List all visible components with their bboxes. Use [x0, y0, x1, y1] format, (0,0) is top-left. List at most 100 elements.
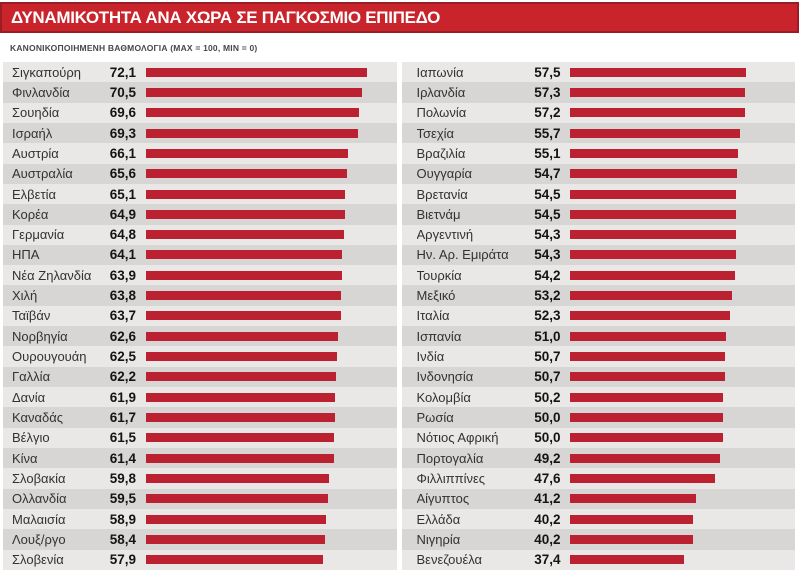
value-bar [569, 230, 736, 240]
country-value: 63,7 [109, 308, 136, 324]
chart-row: Ολλανδία 59,5 [3, 488, 397, 509]
bar-track [569, 108, 796, 118]
value-bar [569, 433, 723, 443]
chart-row: Ινδονησία 50,7 [401, 366, 796, 387]
bar-track [146, 494, 397, 504]
country-value: 72,1 [109, 64, 136, 80]
bar-track [146, 311, 397, 321]
chart-row: Τουρκία 54,2 [401, 265, 795, 286]
country-label: Ελλάδα [416, 511, 461, 527]
bar-track [569, 230, 796, 240]
chart-row: Φινλανδία 70,5 [3, 82, 397, 103]
chart-row: Πορτογαλία 49,2 [401, 447, 795, 469]
country-label: Σιγκαπούρη [12, 64, 82, 80]
value-bar [569, 453, 721, 463]
country-label: Αίγυπτος [416, 491, 470, 507]
chart-row: Ουρουγουάη 62,5 [3, 346, 397, 367]
country-label: Ιαπωνία [416, 64, 464, 80]
country-label: Ινδονησία [416, 369, 474, 385]
bar-track [146, 250, 397, 260]
value-bar [146, 169, 347, 179]
chart-row: Ινδία 50,7 [401, 346, 795, 367]
country-value: 41,2 [534, 491, 561, 507]
country-label: Νορβηγία [12, 328, 68, 344]
chart-row: Κορέα 64,9 [3, 204, 397, 225]
bar-track [569, 128, 796, 138]
chart-row: Κολομβία 50,2 [401, 387, 796, 408]
bar-track [146, 453, 397, 463]
chart-row: Αυστρία 66,1 [3, 143, 397, 164]
country-value: 50,2 [534, 389, 561, 405]
country-value: 50,7 [534, 369, 561, 385]
country-label: Ταϊβάν [12, 308, 51, 324]
value-bar [146, 331, 338, 341]
bar-track [146, 108, 397, 118]
value-bar [569, 473, 716, 483]
country-value: 62,6 [109, 328, 136, 344]
country-label: Βέλγιο [12, 430, 50, 446]
value-bar [569, 250, 736, 260]
value-bar [569, 270, 736, 280]
bar-track [569, 433, 796, 443]
country-value: 54,2 [534, 267, 561, 283]
chart-row: Αίγυπτος 41,2 [401, 488, 796, 509]
country-value: 40,2 [534, 511, 561, 527]
country-value: 55,7 [534, 125, 561, 141]
chart-row: Αργεντινή 54,3 [401, 224, 796, 245]
chart-row: Σιγκαπούρη 72,1 [3, 62, 397, 83]
bar-track [146, 555, 397, 565]
country-label: Βενεζουέλα [416, 552, 483, 568]
chart-row: Αυστραλία 65,6 [3, 163, 397, 184]
country-label: Ινδία [416, 349, 445, 365]
bar-track [569, 250, 796, 260]
country-label: Τουρκία [416, 267, 462, 283]
country-value: 55,1 [534, 145, 561, 161]
chart-row: ΗΠΑ 64,1 [3, 244, 397, 266]
country-label: Φιλλιππίνες [416, 470, 486, 486]
chart-row: Ελβετία 65,1 [3, 183, 397, 205]
country-value: 69,6 [109, 105, 136, 121]
chart-title-bar: ΔΥΝΑΜΙΚΟΤΗΤΑ ΑΝΑ ΧΩΡΑ ΣΕ ΠΑΓΚΟΣΜΙΟ ΕΠΙΠΕ… [0, 2, 799, 33]
chart-row: Φιλλιππίνες 47,6 [401, 468, 796, 489]
country-label: Βρετανία [416, 186, 468, 202]
value-bar [146, 453, 334, 463]
country-label: Νιγηρία [416, 531, 461, 547]
chart-row: Ιαπωνία 57,5 [401, 62, 795, 83]
chart-column-left: Σιγκαπούρη 72,1 Φινλανδία 70,5 Σουηδία 69,6 Ισ… [3, 62, 397, 570]
bar-track [146, 189, 397, 199]
bar-track [569, 392, 796, 402]
country-value: 62,2 [109, 369, 136, 385]
bar-track [569, 473, 796, 483]
country-label: Σουηδία [12, 105, 60, 121]
value-bar [146, 148, 349, 158]
chart-row: Νέα Ζηλανδία 63,9 [3, 265, 397, 286]
country-label: Γερμανία [12, 227, 65, 243]
country-value: 54,3 [534, 227, 561, 243]
bar-track [569, 494, 796, 504]
chart-row: Βραζιλία 55,1 [401, 143, 795, 164]
chart-row: Κίνα 61,4 [3, 447, 397, 469]
country-value: 65,6 [109, 166, 136, 182]
chart-row: Λουξ/ργο 58,4 [3, 529, 397, 550]
bar-track [569, 209, 796, 219]
country-label: Ρωσία [416, 409, 454, 425]
country-value: 64,1 [109, 247, 136, 263]
chart-row: Νορβηγία 62,6 [3, 326, 397, 347]
country-label: Πολωνία [416, 105, 467, 121]
country-label: Κίνα [12, 450, 38, 466]
country-value: 54,5 [534, 206, 561, 222]
value-bar [146, 87, 362, 97]
country-value: 58,9 [109, 511, 136, 527]
bar-track [569, 372, 796, 382]
value-bar [569, 189, 737, 199]
country-label: Δανία [12, 389, 46, 405]
bar-track [146, 514, 397, 524]
bar-track [146, 534, 397, 544]
value-bar [569, 412, 723, 422]
bar-track [146, 87, 397, 97]
value-bar [146, 128, 359, 138]
bar-track [569, 514, 796, 524]
country-label: Καναδάς [12, 409, 64, 425]
value-bar [146, 108, 359, 118]
value-bar [569, 209, 737, 219]
